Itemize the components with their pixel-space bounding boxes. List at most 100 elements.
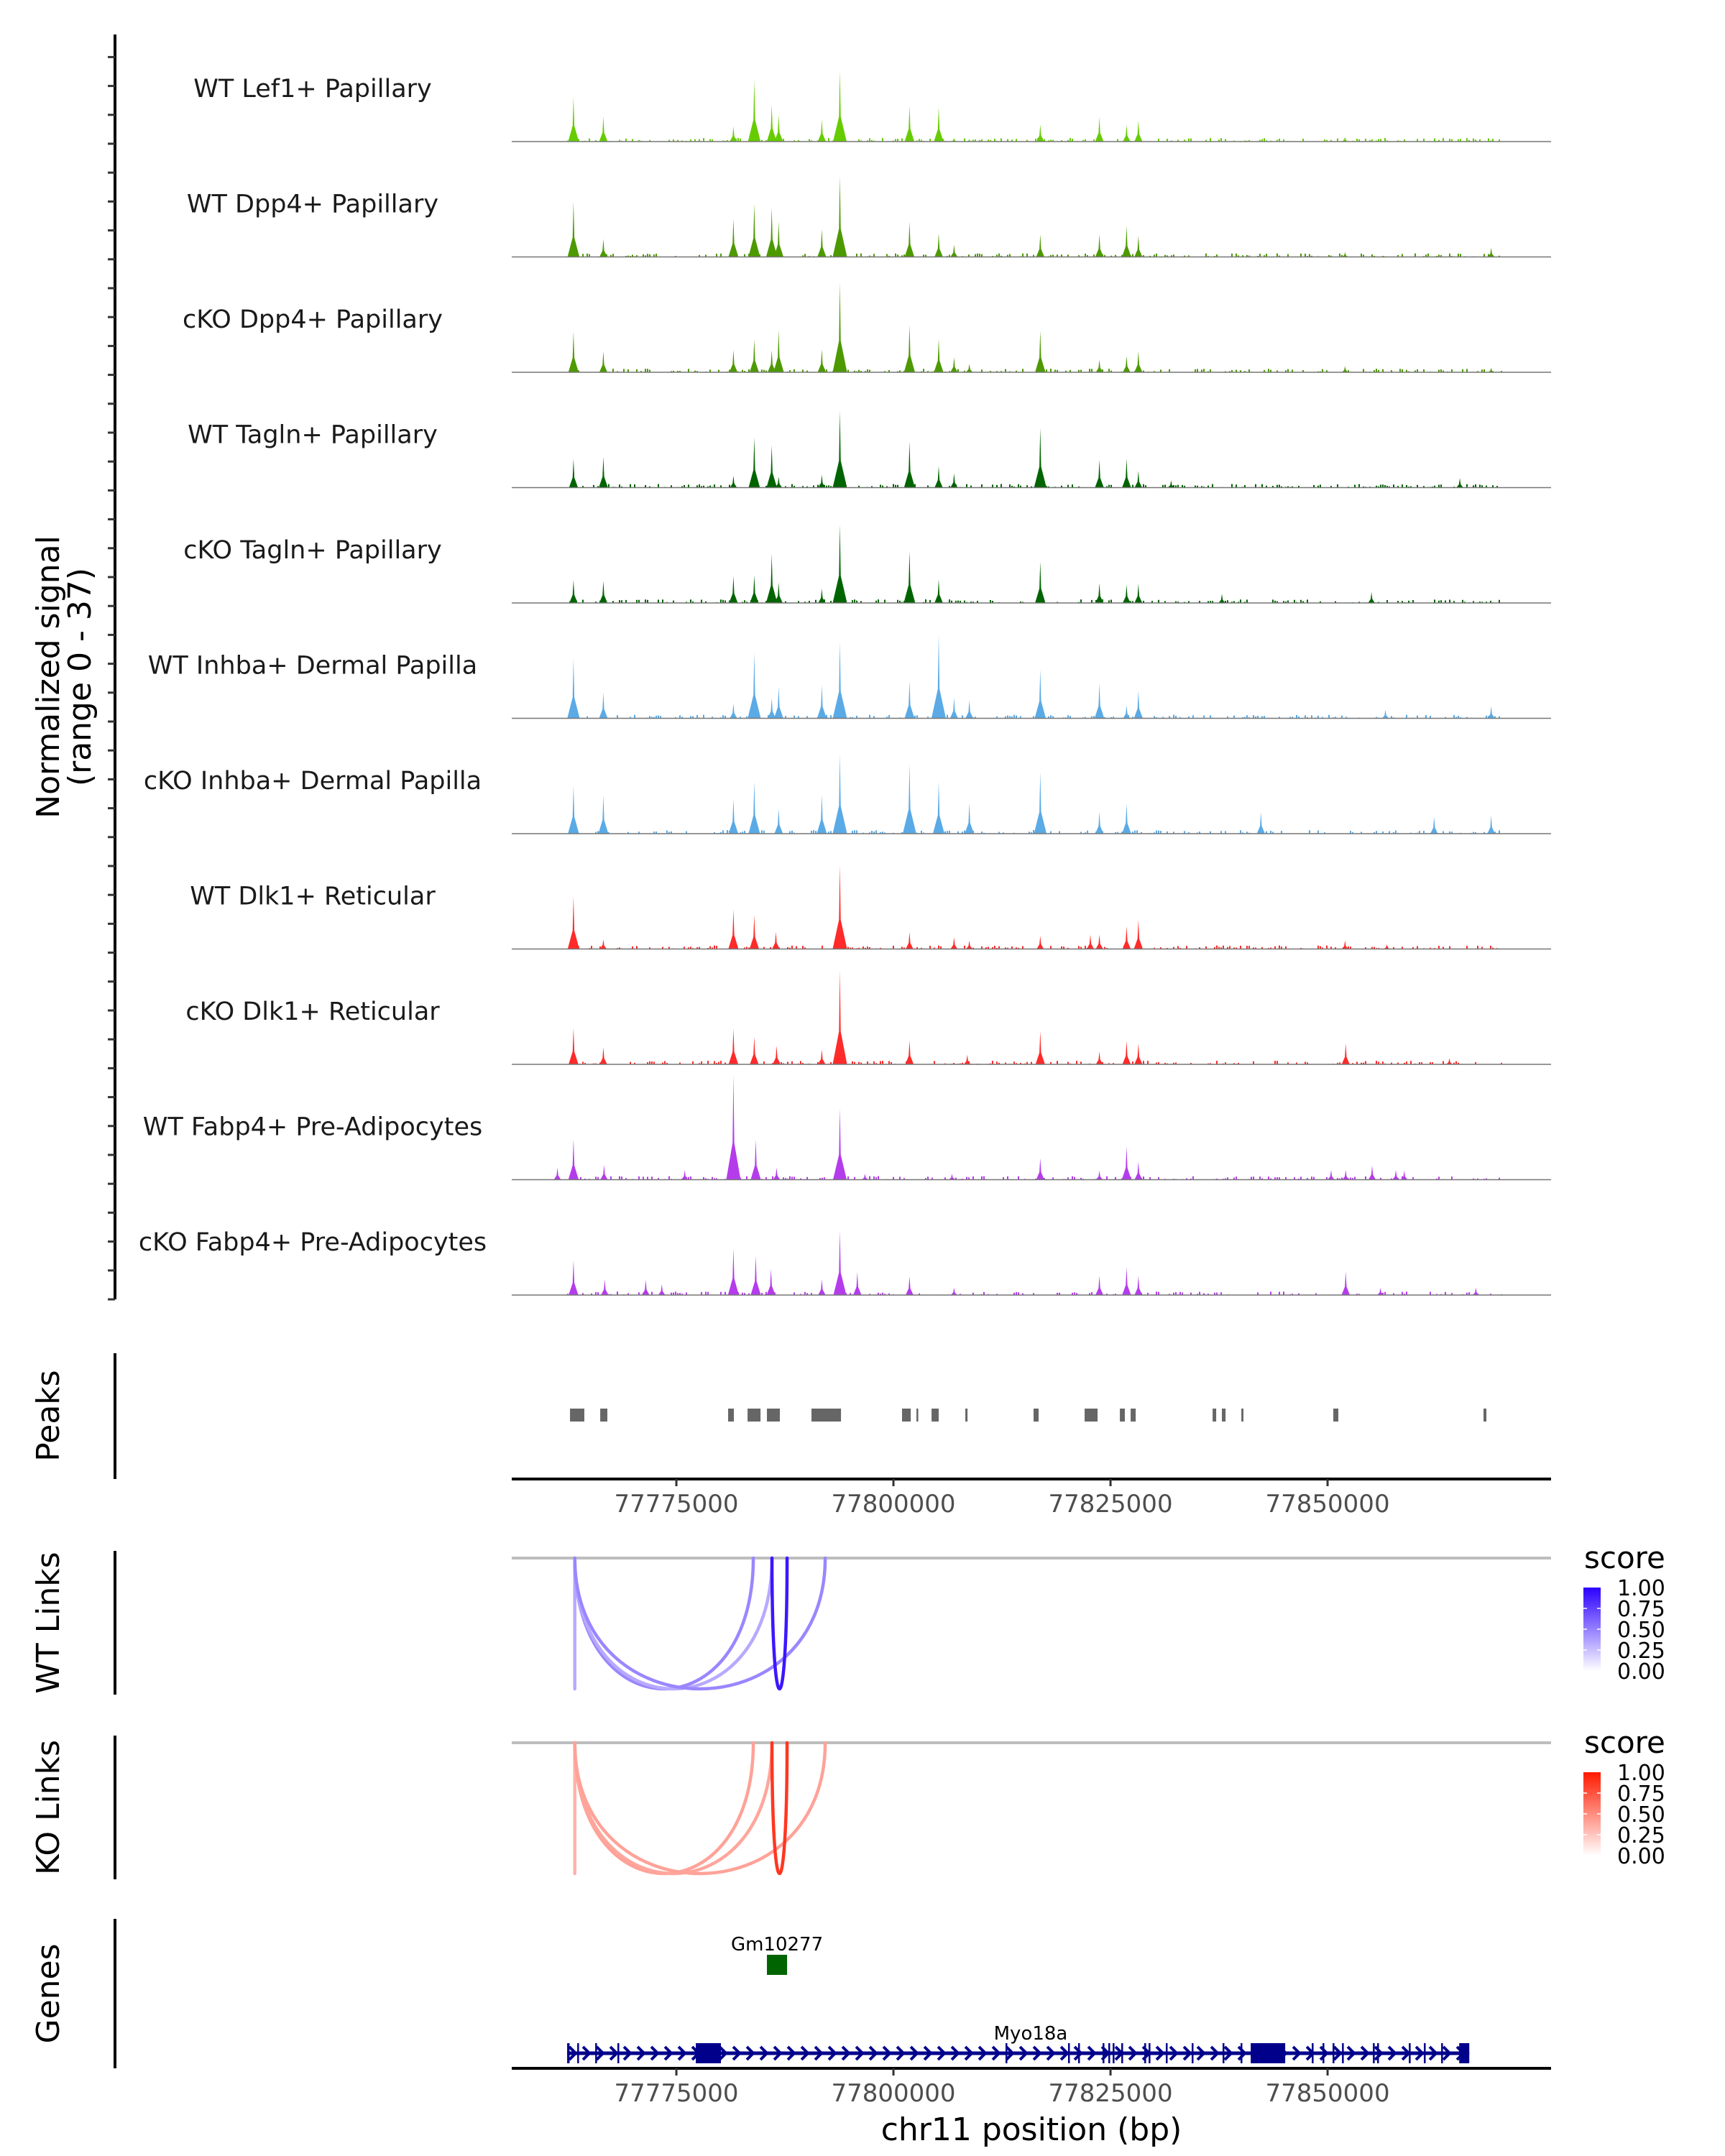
- coverage-peak: [730, 126, 737, 142]
- gene-exon: [1409, 2043, 1411, 2063]
- x-tick-label: 77825000: [1049, 1490, 1173, 1519]
- coverage-peak: [963, 1054, 971, 1064]
- legend-title: score: [1584, 1540, 1665, 1575]
- strand-arrow-icon: [595, 2045, 605, 2061]
- coverage-track: WT Tagln+ Papillary: [188, 410, 1551, 489]
- coverage-peak: [727, 1248, 740, 1295]
- coverage-peak: [748, 781, 760, 834]
- peak-region: [1484, 1409, 1487, 1422]
- peak-region: [1222, 1409, 1226, 1422]
- coverage-peak: [832, 970, 847, 1064]
- gene-exon: [1192, 2043, 1194, 2063]
- coverage-peak: [903, 441, 915, 488]
- peak-region: [811, 1409, 842, 1422]
- coverage-y-axis-title-line2: (range 0 - 37): [62, 568, 98, 786]
- coverage-y-axis-title-line1: Normalized signal: [30, 535, 67, 819]
- strand-arrow-icon: [868, 2045, 878, 2061]
- link-arc: [770, 1556, 789, 1690]
- coverage-peak: [748, 80, 761, 142]
- coverage-peak: [599, 116, 608, 142]
- coverage-peak: [853, 1271, 862, 1295]
- peaks-track-label: Peaks: [30, 1370, 67, 1461]
- coverage-track: WT Fabp4+ Pre-Adipocytes: [143, 1074, 1551, 1181]
- strand-arrow-icon: [978, 2045, 988, 2061]
- coverage-peak: [726, 1074, 741, 1180]
- x-tick-label: 77800000: [832, 1490, 956, 1519]
- gene-exon: [1241, 2043, 1243, 2063]
- coverage-peak: [1133, 690, 1143, 719]
- coverage-peak: [1488, 367, 1494, 372]
- legend-tick-label: 1.00: [1617, 1761, 1665, 1786]
- strand-arrow-icon: [1155, 2045, 1165, 2061]
- coverage-track: cKO Tagln+ Papillary: [183, 524, 1551, 604]
- coverage-peak: [568, 331, 579, 372]
- strand-arrow-icon: [568, 2045, 578, 2061]
- strand-arrow-icon: [1196, 2045, 1206, 2061]
- strand-arrow-icon: [1360, 2045, 1370, 2061]
- coverage-track: WT Dlk1+ Reticular: [190, 865, 1551, 950]
- strand-arrow-icon: [609, 2045, 619, 2061]
- strand-arrow-icon: [1442, 2045, 1452, 2061]
- coverage-peak: [568, 1138, 579, 1180]
- genes-panel: Genes Gm10277 Myo18a 77775000 77800000 7782…: [30, 1919, 1551, 2148]
- coverage-track: cKO Dlk1+ Reticular: [185, 970, 1551, 1065]
- coverage-peak: [950, 357, 958, 372]
- coverage-peak: [1446, 1058, 1453, 1064]
- strand-arrow-icon: [663, 2045, 673, 2061]
- coverage-peak: [599, 581, 608, 603]
- coverage-peak: [1341, 366, 1348, 372]
- gene-exon: [696, 2043, 722, 2063]
- gene-exon: [1103, 2043, 1105, 2063]
- coverage-peak: [817, 349, 827, 372]
- coverage-peak: [904, 681, 915, 719]
- coverage-peak: [1094, 683, 1105, 719]
- coverage-peak: [1488, 140, 1494, 142]
- gene-exon: [567, 2043, 570, 2063]
- gene-model: Gm10277: [731, 1934, 823, 1975]
- strand-arrow-icon: [1292, 2045, 1302, 2061]
- coverage-peak: [1134, 471, 1143, 488]
- coverage-track: WT Inhba+ Dermal Papilla: [148, 634, 1551, 719]
- coverage-peak: [818, 474, 826, 488]
- strand-arrow-icon: [923, 2045, 933, 2061]
- coverage-peak: [730, 475, 737, 488]
- coverage-peak: [1341, 940, 1348, 949]
- coverage-peak: [832, 642, 847, 719]
- strand-arrow-icon: [581, 2045, 592, 2061]
- strand-arrow-icon: [964, 2045, 974, 2061]
- link-arc: [573, 1741, 774, 1876]
- gene-exon: [1144, 2043, 1146, 2063]
- coverage-peak: [905, 1276, 914, 1295]
- coverage-peak: [934, 338, 944, 372]
- legend-tick-label: 0.00: [1617, 1659, 1665, 1685]
- strand-arrow-icon: [1005, 2045, 1015, 2061]
- peak-region: [570, 1409, 584, 1422]
- coverage-peak: [1134, 351, 1143, 372]
- strand-arrow-icon: [855, 2045, 865, 2061]
- coverage-peak: [773, 1046, 781, 1064]
- coverage-track-label: cKO Fabp4+ Pre-Adipocytes: [139, 1228, 487, 1257]
- coverage-peak: [1095, 583, 1104, 603]
- link-arc: [573, 1556, 774, 1691]
- x-axis-ticks-bottom: 77775000 77800000 77825000 77850000: [615, 2068, 1390, 2108]
- coverage-track-label: WT Lef1+ Papillary: [193, 75, 432, 103]
- strand-arrow-icon: [841, 2045, 851, 2061]
- coverage-peak: [642, 1279, 650, 1295]
- coverage-peak: [903, 550, 916, 603]
- peak-region: [1333, 1409, 1339, 1422]
- coverage-track-label: cKO Inhba+ Dermal Papilla: [144, 767, 482, 796]
- coverage-peak: [1218, 594, 1225, 603]
- coverage-tracks: WT Lef1+ Papillary WT Dpp4+ Papillary cKO …: [139, 70, 1551, 1296]
- coverage-peak: [767, 350, 776, 372]
- legend-tick-label: 0.00: [1617, 1844, 1665, 1869]
- x-tick-label: 77850000: [1266, 1490, 1390, 1519]
- coverage-peak: [1095, 1051, 1103, 1064]
- coverage-peak: [1036, 234, 1045, 257]
- peak-regions: [570, 1409, 1487, 1422]
- gene-exon: [1322, 2043, 1325, 2063]
- legend-tick-label: 0.75: [1617, 1782, 1665, 1807]
- strand-arrow-icon: [773, 2045, 783, 2061]
- coverage-peak: [567, 896, 579, 949]
